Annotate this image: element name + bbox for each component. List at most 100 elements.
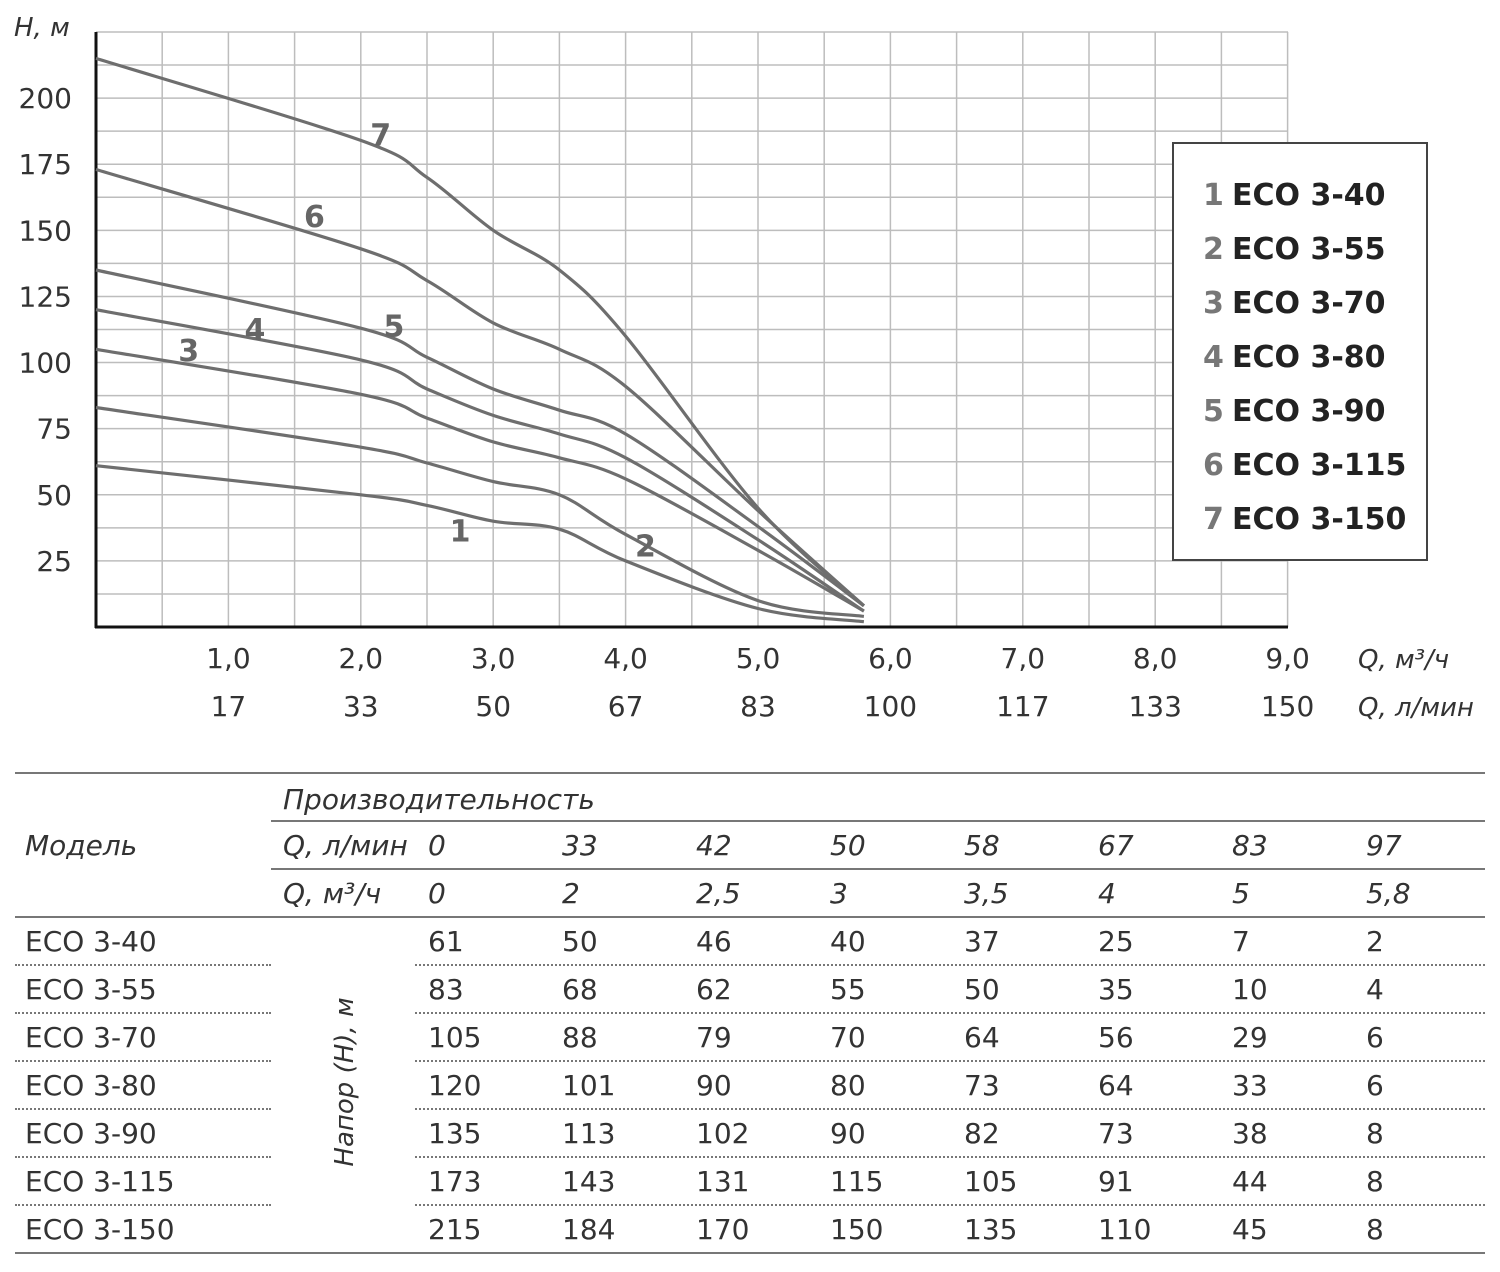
legend-entry-name: ECO 3-150 bbox=[1232, 502, 1406, 537]
row-head-value: 80 bbox=[830, 1069, 866, 1102]
value-row-divider bbox=[415, 1012, 1485, 1014]
legend-number: 5 bbox=[1203, 394, 1224, 429]
row-head-value: 61 bbox=[428, 925, 464, 958]
row-head-value: 35 bbox=[1098, 973, 1134, 1006]
y-tick-label: 150 bbox=[19, 214, 72, 247]
head-axis-label: Напор (H), м bbox=[330, 997, 360, 1167]
x-tick-label-m3h: 8,0 bbox=[1133, 642, 1178, 675]
y-tick-label: 175 bbox=[19, 148, 72, 181]
row-head-value: 88 bbox=[562, 1021, 598, 1054]
x-axis-title-lmin: Q, л/мин bbox=[1358, 693, 1474, 723]
legend-entry-name: ECO 3-90 bbox=[1232, 394, 1386, 429]
row-model-name: ECO 3-80 bbox=[25, 1069, 157, 1102]
row-head-value: 90 bbox=[696, 1069, 732, 1102]
performance-table: Модель Производительность Q, л/мин Q, м³… bbox=[15, 772, 1485, 1258]
q-m3h-value: 5 bbox=[1232, 877, 1250, 910]
row-model-name: ECO 3-115 bbox=[25, 1165, 175, 1198]
curve-eco-3-90 bbox=[95, 268, 865, 608]
curve-eco-3-115 bbox=[95, 167, 865, 607]
q-lmin-value: 0 bbox=[428, 829, 446, 862]
q-m3h-value: 4 bbox=[1098, 877, 1116, 910]
x-tick-label-lmin: 100 bbox=[864, 690, 917, 723]
curve-eco-3-150 bbox=[95, 56, 865, 607]
q-lmin-value: 33 bbox=[562, 829, 598, 862]
legend-number: 6 bbox=[1203, 448, 1224, 483]
row-head-value: 135 bbox=[428, 1117, 482, 1150]
row-head-value: 215 bbox=[428, 1213, 482, 1246]
y-tick-label: 25 bbox=[36, 545, 72, 578]
curve-eco-3-70 bbox=[95, 347, 865, 613]
curve-label-7: 7 bbox=[370, 119, 391, 154]
q-m3h-value: 0 bbox=[428, 877, 446, 910]
row-head-value: 45 bbox=[1232, 1213, 1268, 1246]
legend-number: 3 bbox=[1203, 286, 1224, 321]
x-tick-label-m3h: 7,0 bbox=[1001, 642, 1046, 675]
row-model-name: ECO 3-40 bbox=[25, 925, 157, 958]
y-tick-label: 50 bbox=[36, 479, 72, 512]
curve-eco-3-55 bbox=[95, 405, 865, 618]
row-head-value: 33 bbox=[1232, 1069, 1268, 1102]
row-head-value: 184 bbox=[562, 1213, 616, 1246]
legend-box bbox=[1172, 142, 1428, 561]
x-axis-title-m3h: Q, м³/ч bbox=[1358, 645, 1449, 675]
row-head-value: 56 bbox=[1098, 1021, 1134, 1054]
q-m3h-value: 5,8 bbox=[1366, 877, 1411, 910]
legend-number: 2 bbox=[1203, 232, 1224, 267]
row-head-value: 8 bbox=[1366, 1213, 1384, 1246]
performance-curves bbox=[95, 56, 865, 624]
row-head-value: 131 bbox=[696, 1165, 750, 1198]
row-head-value: 115 bbox=[830, 1165, 884, 1198]
row-head-value: 2 bbox=[1366, 925, 1384, 958]
table-top-rule bbox=[15, 772, 1485, 774]
x-tick-label-lmin: 50 bbox=[475, 690, 511, 723]
row-head-value: 8 bbox=[1366, 1117, 1384, 1150]
curve-eco-3-80 bbox=[95, 308, 865, 613]
q-lmin-value: 67 bbox=[1098, 829, 1134, 862]
legend-entry-name: ECO 3-70 bbox=[1232, 286, 1386, 321]
q-lmin-value: 58 bbox=[964, 829, 1000, 862]
model-row-divider bbox=[15, 964, 271, 966]
x-tick-label-m3h: 9,0 bbox=[1265, 642, 1310, 675]
row-head-value: 38 bbox=[1232, 1117, 1268, 1150]
q-m3h-value: 2,5 bbox=[696, 877, 741, 910]
q-m3h-value: 3,5 bbox=[964, 877, 1009, 910]
row-head-value: 64 bbox=[1098, 1069, 1134, 1102]
value-row-divider bbox=[415, 1060, 1485, 1062]
qlmin-rule bbox=[271, 868, 1485, 870]
legend-entry-name: ECO 3-40 bbox=[1232, 178, 1386, 213]
row-head-value: 29 bbox=[1232, 1021, 1268, 1054]
value-row-divider bbox=[415, 1156, 1485, 1158]
row-head-value: 143 bbox=[562, 1165, 616, 1198]
legend-entry-name: ECO 3-115 bbox=[1232, 448, 1406, 483]
legend-number: 1 bbox=[1203, 178, 1224, 213]
x-tick-label-lmin: 17 bbox=[211, 690, 247, 723]
row-head-value: 173 bbox=[428, 1165, 482, 1198]
header-bottom-rule bbox=[15, 916, 1485, 918]
row-head-value: 55 bbox=[830, 973, 866, 1006]
legend-entry-name: ECO 3-80 bbox=[1232, 340, 1386, 375]
row-head-value: 7 bbox=[1232, 925, 1250, 958]
model-row-divider bbox=[15, 1108, 271, 1110]
row-head-value: 150 bbox=[830, 1213, 884, 1246]
perf-header-rule bbox=[271, 820, 1485, 822]
value-row-divider bbox=[415, 1204, 1485, 1206]
x-tick-label-lmin: 133 bbox=[1128, 690, 1181, 723]
curve-label-3: 3 bbox=[178, 334, 199, 369]
row-model-name: ECO 3-70 bbox=[25, 1021, 157, 1054]
row-head-value: 83 bbox=[428, 973, 464, 1006]
q-lmin-label: Q, л/мин bbox=[283, 829, 408, 862]
curve-label-2: 2 bbox=[635, 529, 656, 564]
q-lmin-value: 50 bbox=[830, 829, 866, 862]
row-head-value: 50 bbox=[964, 973, 1000, 1006]
x-tick-label-m3h: 4,0 bbox=[603, 642, 648, 675]
q-lmin-value: 42 bbox=[696, 829, 732, 862]
row-head-value: 73 bbox=[964, 1069, 1000, 1102]
row-head-value: 44 bbox=[1232, 1165, 1268, 1198]
row-head-value: 68 bbox=[562, 973, 598, 1006]
x-tick-label-lmin: 83 bbox=[740, 690, 776, 723]
row-head-value: 102 bbox=[696, 1117, 750, 1150]
row-head-value: 105 bbox=[428, 1021, 482, 1054]
row-head-value: 4 bbox=[1366, 973, 1384, 1006]
row-head-value: 73 bbox=[1098, 1117, 1134, 1150]
